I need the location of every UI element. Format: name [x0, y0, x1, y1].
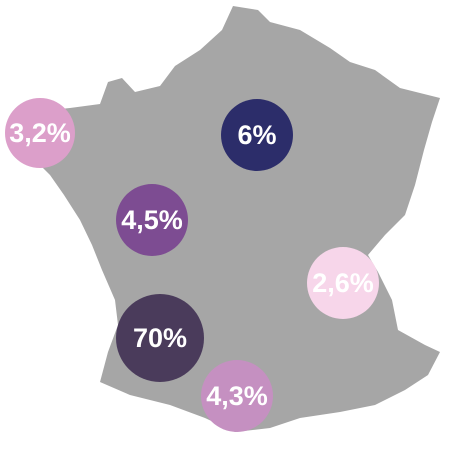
marker-bubble	[307, 247, 379, 319]
marker-bubble	[116, 294, 204, 382]
marker-label: 4,5%	[121, 205, 183, 235]
marker-bubble	[221, 99, 293, 171]
marker-label: 6%	[237, 120, 276, 150]
marker-label: 3,2%	[9, 118, 71, 148]
marker-bubble	[5, 98, 75, 168]
marker-label: 70%	[133, 323, 187, 353]
marker-bubble	[201, 360, 273, 432]
marker-label: 4,3%	[206, 381, 268, 411]
france-outline	[10, 6, 440, 432]
marker-label: 2,6%	[312, 268, 374, 298]
marker-bubble	[116, 184, 188, 256]
